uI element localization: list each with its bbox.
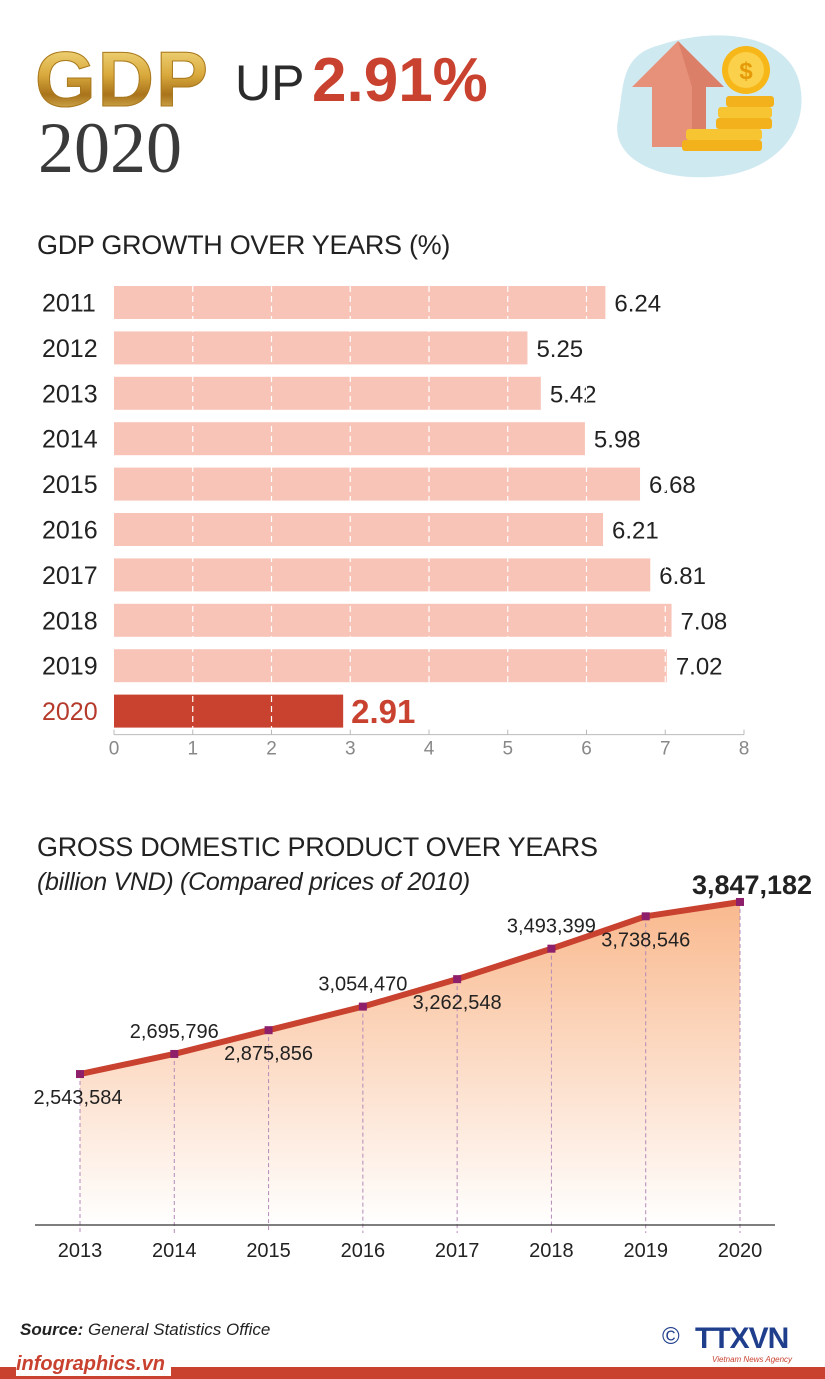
source-label: Source: xyxy=(20,1320,84,1339)
title-year: 2020 xyxy=(38,108,182,188)
title-up: UP xyxy=(235,55,305,111)
x-tick-3: 3 xyxy=(345,739,356,760)
point-label-2018: 3,493,399 xyxy=(507,916,596,938)
bar-label-2015: 2015 xyxy=(42,471,98,499)
series-line xyxy=(79,899,741,1077)
bar-value-2014: 5.98 xyxy=(594,427,641,454)
arrow-up-coins-icon: $ xyxy=(617,35,802,178)
x-tick-6: 6 xyxy=(581,739,592,760)
chart2-title: GROSS DOMESTIC PRODUCT OVER YEARS xyxy=(37,832,598,862)
chart1-title: GDP GROWTH OVER YEARS (%) xyxy=(37,230,451,260)
x-tick-4: 4 xyxy=(424,739,435,760)
bar-2012 xyxy=(114,331,528,365)
x-tick-7: 7 xyxy=(660,739,671,760)
bar-label-2013: 2013 xyxy=(42,380,98,408)
point-2013 xyxy=(76,1070,84,1079)
gdp-area-chart: 2,543,584 2013 2,695,796 2014 2,875,856 2015 3… xyxy=(34,870,813,1262)
bar-value-2017: 6.81 xyxy=(659,563,706,590)
x-tick-2017: 2017 xyxy=(435,1240,480,1262)
point-2018 xyxy=(547,944,556,953)
point-2017 xyxy=(453,975,462,984)
bar-label-2018: 2018 xyxy=(42,607,98,635)
bar-value-2013: 5.42 xyxy=(550,381,597,408)
bar-value-2016: 6.21 xyxy=(612,518,659,545)
point-label-2019: 3,738,546 xyxy=(601,929,690,951)
x-tick-2014: 2014 xyxy=(152,1240,197,1262)
bar-value-2018: 7.08 xyxy=(681,608,728,635)
footer-bar xyxy=(0,1367,825,1379)
point-2014 xyxy=(170,1049,179,1058)
area-fill xyxy=(80,901,740,1225)
source-text: General Statistics Office xyxy=(88,1320,271,1339)
agency-logo: TTXVN xyxy=(695,1322,789,1355)
x-tick-2019: 2019 xyxy=(623,1240,668,1262)
title-growth-percent: 2.91% xyxy=(312,46,488,115)
bar-value-2019: 7.02 xyxy=(676,654,723,681)
bar-value-2011: 6.24 xyxy=(614,291,661,318)
x-tick-1: 1 xyxy=(187,739,198,760)
point-2016 xyxy=(358,1002,367,1011)
bar-2016 xyxy=(114,513,604,546)
bar-label-2020: 2020 xyxy=(42,698,98,726)
svg-text:$: $ xyxy=(739,58,753,85)
bar-label-2011: 2011 xyxy=(42,290,96,318)
point-label-2014: 2,695,796 xyxy=(130,1021,219,1043)
point-label-2020: 3,847,182 xyxy=(692,870,812,900)
x-tick-5: 5 xyxy=(502,739,513,760)
point-2020 xyxy=(736,897,744,906)
x-tick-2015: 2015 xyxy=(246,1240,291,1262)
bar-value-2020: 2.91 xyxy=(351,693,415,730)
x-tick-2020: 2020 xyxy=(718,1240,763,1262)
bar-value-2012: 5.25 xyxy=(536,336,583,363)
bar-2018 xyxy=(114,603,672,637)
bar-2015 xyxy=(114,467,641,501)
x-tick-8: 8 xyxy=(739,739,750,760)
x-tick-0: 0 xyxy=(109,739,120,760)
title-gdp: GDP xyxy=(34,35,211,123)
bar-label-2016: 2016 xyxy=(42,517,98,545)
point-label-2013: 2,543,584 xyxy=(34,1087,123,1109)
footer-site-link[interactable]: infographics.vn xyxy=(16,1353,171,1376)
chart2-subtitle: (billion VND) (Compared prices of 2010) xyxy=(37,868,470,896)
bar-label-2014: 2014 xyxy=(42,426,98,454)
bar-2014 xyxy=(114,422,585,456)
bar-2019 xyxy=(114,649,667,683)
point-label-2015: 2,875,856 xyxy=(224,1043,313,1065)
bar-label-2012: 2012 xyxy=(42,335,98,363)
source-note: Source: General Statistics Office xyxy=(20,1320,270,1340)
agency-subtitle: Vietnam News Agency xyxy=(712,1355,793,1364)
x-tick-2016: 2016 xyxy=(341,1240,386,1262)
x-tick-2018: 2018 xyxy=(529,1240,574,1262)
bar-2020 xyxy=(114,694,344,728)
point-label-2016: 3,054,470 xyxy=(318,974,407,996)
bar-label-2017: 2017 xyxy=(42,562,98,590)
x-tick-2013: 2013 xyxy=(58,1240,103,1262)
x-tick-2: 2 xyxy=(266,739,277,760)
point-2019 xyxy=(641,912,650,921)
copyright-icon: © xyxy=(662,1323,680,1350)
bar-2013 xyxy=(114,376,541,410)
bar-2017 xyxy=(114,558,651,592)
point-label-2017: 3,262,548 xyxy=(413,992,502,1014)
bar-2011 xyxy=(114,286,606,319)
point-2015 xyxy=(264,1026,273,1035)
bar-value-2015: 6.68 xyxy=(649,472,696,499)
bar-label-2019: 2019 xyxy=(42,653,98,681)
